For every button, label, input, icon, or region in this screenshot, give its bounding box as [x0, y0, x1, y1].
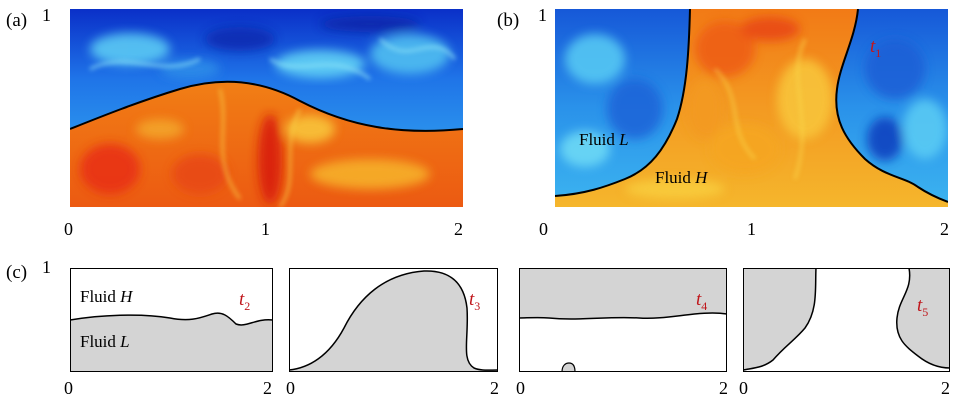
panel-c-fluid-l-label: Fluid L — [80, 332, 130, 351]
panel-c3-x-tick-2: 2 — [719, 378, 728, 398]
panel-c2-x-tick-0: 0 — [286, 378, 295, 398]
panel-c-time-label-t5: t5 — [917, 295, 929, 319]
panel-b-interface — [555, 9, 948, 203]
panel-a-x-tick-1: 1 — [261, 219, 270, 239]
panel-c-y-tick-top: 1 — [42, 257, 51, 277]
panel-b-x-tick-1: 1 — [747, 219, 756, 239]
panel-c-subplot-t3 — [289, 268, 498, 372]
panel-a-interface — [70, 80, 463, 132]
panel-a-y-tick-top: 1 — [42, 5, 51, 25]
panel-c1-x-tick-0: 0 — [64, 378, 73, 398]
panel-c-subplot-t5 — [743, 268, 950, 372]
panel-b-field — [555, 9, 948, 207]
panel-b-x-tick-0: 0 — [539, 219, 548, 239]
panel-c-subplot-t2 — [70, 268, 273, 372]
panel-c-time-label-t3: t3 — [469, 289, 481, 313]
panel-c4-x-tick-2: 2 — [941, 378, 950, 398]
panel-c-time-label-t2: t2 — [239, 289, 251, 313]
panel-c4-x-tick-0: 0 — [739, 378, 748, 398]
panel-b-x-tick-2: 2 — [940, 219, 949, 239]
panel-a-field — [70, 9, 463, 207]
panel-b-fluid-h-label: Fluid H — [655, 168, 708, 187]
panel-b-y-tick-top: 1 — [538, 5, 547, 25]
panel-c2-x-tick-2: 2 — [490, 378, 499, 398]
panel-c-label: (c) — [6, 262, 28, 283]
panel-c-time-label-t4: t4 — [696, 289, 708, 313]
panel-c1-x-tick-2: 2 — [263, 378, 272, 398]
panel-b-time-label: t1 — [870, 36, 882, 60]
panel-c3-x-tick-0: 0 — [516, 378, 525, 398]
panel-c-fluid-h-label: Fluid H — [80, 287, 133, 306]
panel-a-x-tick-2: 2 — [454, 219, 463, 239]
panel-b-fluid-l-label: Fluid L — [579, 130, 629, 149]
panel-b-label: (b) — [497, 10, 520, 31]
panel-c-subplot-t4 — [519, 268, 727, 372]
panel-a-label: (a) — [6, 10, 28, 31]
panel-a-x-tick-0: 0 — [64, 219, 73, 239]
